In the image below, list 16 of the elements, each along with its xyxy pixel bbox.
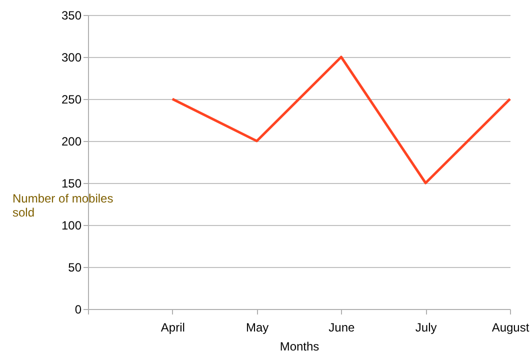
y-axis-title: Number of mobiles sold — [12, 192, 114, 220]
line-series — [171, 56, 512, 184]
x-tick-label: April — [160, 320, 185, 334]
y-tick-label: 0 — [74, 302, 82, 316]
x-tick-label: June — [328, 320, 356, 334]
x-tick-label: May — [246, 320, 269, 334]
y-tick-label: 300 — [61, 50, 82, 64]
x-tick-label: July — [415, 320, 437, 334]
y-tick-label: 100 — [61, 218, 82, 232]
x-axis-title: Months — [280, 340, 320, 354]
x-tick-label: August — [492, 320, 530, 334]
y-tick-label: 50 — [68, 260, 82, 274]
y-tick-label: 350 — [61, 8, 82, 22]
y-tick-label: 200 — [61, 134, 82, 148]
y-tick-label: 250 — [61, 92, 82, 106]
y-tick-label: 150 — [61, 176, 82, 190]
